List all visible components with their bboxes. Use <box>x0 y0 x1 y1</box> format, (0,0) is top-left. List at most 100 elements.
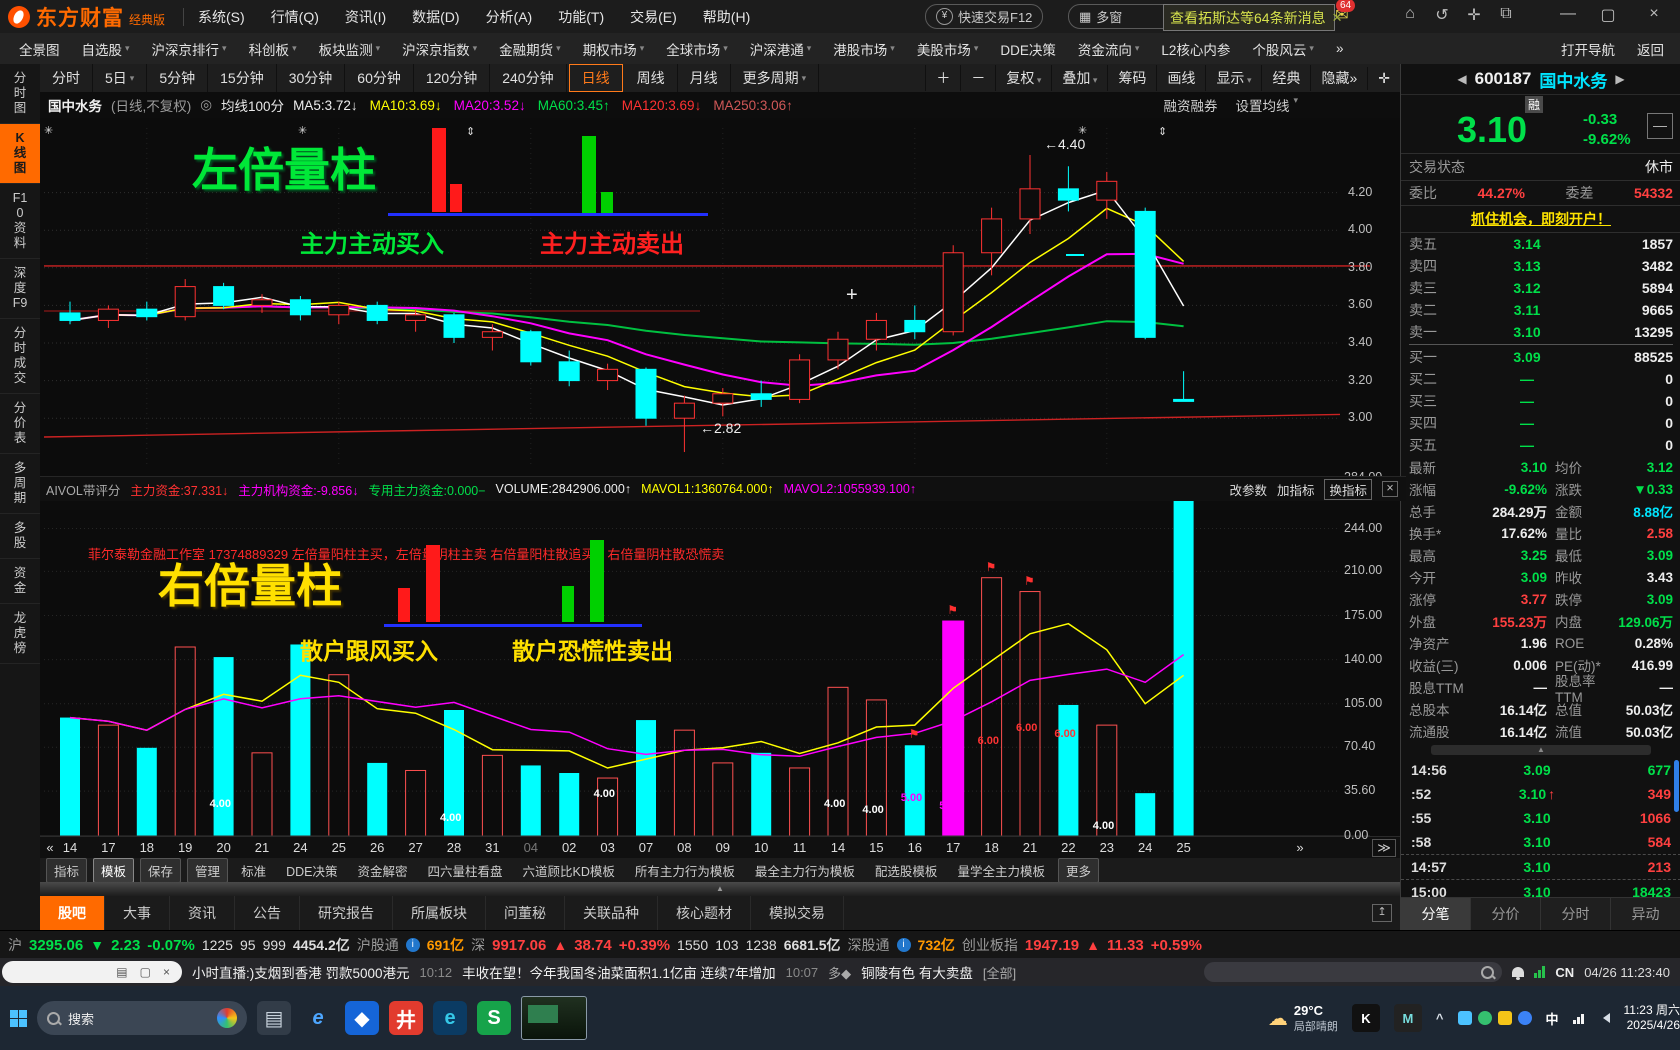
period-tab-30分钟[interactable]: 30分钟 <box>277 64 346 92</box>
info-icon[interactable]: i <box>405 938 420 952</box>
nav-item[interactable]: 自选股 ▾ <box>73 36 139 62</box>
prev-stock-arrow[interactable]: ◀ <box>1457 72 1467 86</box>
bell-icon[interactable] <box>1512 967 1525 980</box>
news-item[interactable]: 丰收在望！今年我国冬油菜面积1.1亿亩 连续7年增加 <box>462 966 776 981</box>
sidebar-item-资金[interactable]: 资金 <box>0 559 40 604</box>
collapse-panel-icon[interactable]: — <box>1647 113 1673 139</box>
open-account-link[interactable]: 抓住机会，即刻开户！ <box>1401 205 1680 233</box>
stock-app-icon[interactable]: ◆ <box>345 1001 379 1035</box>
nav-item[interactable]: 沪深京指数 ▾ <box>393 36 486 62</box>
maximize-icon[interactable]: ▢ <box>1600 7 1616 24</box>
scroll-right-icon[interactable]: » <box>1296 840 1304 855</box>
undo-icon[interactable]: ↺ <box>1435 7 1449 24</box>
nav-item[interactable]: 期权市场 ▾ <box>574 36 654 62</box>
indicator-tab-量学全主力模板[interactable]: 量学全主力模板 <box>957 864 1045 879</box>
content-tab-研究报告[interactable]: 研究报告 <box>300 896 393 930</box>
period-tab-更多周期[interactable]: 更多周期 ▾ <box>731 64 820 92</box>
sidebar-item-F10资料[interactable]: F10资料 <box>0 184 40 259</box>
nav-item[interactable]: 资金流向 ▾ <box>1069 36 1149 62</box>
period-tab-月线[interactable]: 月线 <box>678 64 731 92</box>
tool-4[interactable]: 筹码 <box>1107 65 1156 91</box>
tool-1[interactable]: － <box>960 65 995 91</box>
indicator-close-icon[interactable]: × <box>1382 481 1398 497</box>
nav-item[interactable]: 全景图 <box>10 36 69 62</box>
ticker-control-icon[interactable]: ▤ <box>116 965 128 979</box>
menu-item[interactable]: 行情(Q) <box>270 8 319 25</box>
indicator-tab-标准[interactable]: 标准 <box>241 864 267 879</box>
panel-raise-icon[interactable]: ↥ <box>1372 904 1392 922</box>
nav-item[interactable]: » <box>1327 36 1353 62</box>
sidebar-item-分时成交[interactable]: 分时成交 <box>0 319 40 394</box>
indicator-tab-保存[interactable]: 保存 <box>140 857 182 883</box>
quote-tab-分笔[interactable]: 分笔 <box>1401 898 1471 930</box>
indicator-tab-所有主力行为模板[interactable]: 所有主力行为模板 <box>634 864 735 879</box>
nav-item[interactable]: 全球市场 ▾ <box>657 36 737 62</box>
nav-item[interactable]: 金融期货 ▾ <box>490 36 570 62</box>
clock[interactable]: 11:23 周六 2025/4/26 <box>1624 1003 1680 1033</box>
minimize-icon[interactable]: — <box>1560 5 1576 22</box>
open-navigation-button[interactable]: 打开导航 <box>1561 42 1615 58</box>
quote-tab-异动[interactable]: 异动 <box>1611 898 1680 930</box>
nav-item[interactable]: DDE决策 <box>991 36 1065 62</box>
expand-icon[interactable]: ≫ <box>1372 839 1396 857</box>
ths-app-icon[interactable]: S <box>477 1001 511 1035</box>
news-all-link[interactable]: [全部] <box>982 965 1017 981</box>
kline-chart[interactable] <box>40 118 1400 476</box>
scroll-left-icon[interactable]: « <box>46 840 54 855</box>
search-icon[interactable] <box>1481 965 1495 979</box>
content-tab-资讯[interactable]: 资讯 <box>170 896 235 930</box>
menu-item[interactable]: 数据(D) <box>412 8 460 25</box>
content-tab-关联品种[interactable]: 关联品种 <box>565 896 658 930</box>
indicator-tab-管理[interactable]: 管理 <box>187 857 229 883</box>
sidebar-item-多股[interactable]: 多股 <box>0 514 40 559</box>
ma-header-link[interactable]: 设置均线 <box>1235 99 1290 114</box>
tray-icon-green[interactable] <box>1477 1011 1492 1025</box>
menu-item[interactable]: 资讯(I) <box>344 8 387 25</box>
news-item[interactable]: 小时直播:)支烟到香港 罚款5000港元 <box>192 966 410 981</box>
content-tab-核心题材[interactable]: 核心题材 <box>658 896 751 930</box>
indicator-tab-资金解密[interactable]: 资金解密 <box>357 864 408 879</box>
ma-header-link[interactable]: 融资融券 <box>1163 99 1218 114</box>
search-input[interactable] <box>1227 964 1482 980</box>
indicator-tab-指标[interactable]: 指标 <box>46 857 88 883</box>
windows-icon[interactable]: ⧉ <box>1500 5 1512 22</box>
content-tab-问董秘[interactable]: 问董秘 <box>486 896 565 930</box>
menu-item[interactable]: 帮助(H) <box>702 8 751 25</box>
indicator-tab-四六量柱看盘[interactable]: 四六量柱看盘 <box>427 864 503 879</box>
nav-item[interactable]: 沪深京排行 ▾ <box>143 36 236 62</box>
volume-icon[interactable] <box>1598 1013 1610 1023</box>
m-app-icon[interactable]: M <box>1393 1004 1422 1032</box>
info-icon[interactable]: i <box>896 938 911 952</box>
taskbar-search[interactable]: 搜索 <box>37 1001 247 1035</box>
nav-item[interactable]: 个股风云 ▾ <box>1243 36 1323 62</box>
tray-icon-blue[interactable] <box>1457 1011 1472 1025</box>
index-value[interactable]: 9917.06 <box>492 936 547 954</box>
indicator-tab-DDE决策[interactable]: DDE决策 <box>286 864 338 879</box>
tool-5[interactable]: 画线 <box>1156 65 1205 91</box>
indicator-tab-配选股模板[interactable]: 配选股模板 <box>874 864 938 879</box>
notification-close-icon[interactable]: ✕ <box>1331 9 1343 25</box>
indicator-action-0[interactable]: 改参数 <box>1229 483 1267 498</box>
indicator-action-2[interactable]: 换指标 <box>1324 478 1372 500</box>
menu-item[interactable]: 交易(E) <box>630 8 677 25</box>
period-tab-15分钟[interactable]: 15分钟 <box>208 64 277 92</box>
skin-icon[interactable]: ✛ <box>1467 7 1481 24</box>
weather-widget[interactable]: ☁ 29°C 局部晴朗 <box>1268 1003 1338 1034</box>
file-explorer-icon[interactable]: ▤ <box>257 1001 291 1035</box>
indicator-action-1[interactable]: 加指标 <box>1276 483 1315 498</box>
menu-item[interactable]: 功能(T) <box>558 8 605 25</box>
ticker-window-controls[interactable]: ▤ ▢ × <box>2 961 182 983</box>
nav-item[interactable]: 板块监测 ▾ <box>310 36 390 62</box>
period-tab-120分钟[interactable]: 120分钟 <box>414 64 491 92</box>
nav-item[interactable]: 美股市场 ▾ <box>908 36 988 62</box>
news-item[interactable]: 铜陵有色 有大卖盘 <box>861 966 973 981</box>
wifi-icon[interactable] <box>1572 1012 1584 1024</box>
next-stock-arrow[interactable]: ▶ <box>1615 72 1625 86</box>
k-app-icon[interactable]: K <box>1351 1004 1380 1032</box>
tool-2[interactable]: 复权 ▾ <box>995 65 1051 91</box>
tray-icon-yellow[interactable] <box>1497 1011 1512 1025</box>
notification-popup[interactable]: 查看拓斯达等64条新消息 ✕ <box>1163 4 1342 31</box>
tool-8[interactable]: 隐藏» <box>1310 65 1367 91</box>
volume-chart[interactable] <box>40 477 1400 837</box>
back-button[interactable]: 返回 <box>1637 42 1664 58</box>
